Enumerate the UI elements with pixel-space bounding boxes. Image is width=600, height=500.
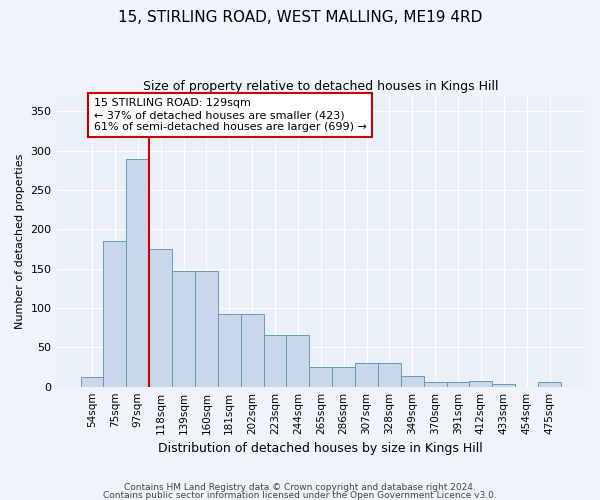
Bar xyxy=(103,241,127,386)
Y-axis label: Number of detached properties: Number of detached properties xyxy=(15,154,25,329)
Bar xyxy=(172,271,195,386)
Bar xyxy=(469,381,493,386)
Title: Size of property relative to detached houses in Kings Hill: Size of property relative to detached ho… xyxy=(143,80,499,93)
Bar xyxy=(355,363,378,386)
Text: Contains HM Land Registry data © Crown copyright and database right 2024.: Contains HM Land Registry data © Crown c… xyxy=(124,484,476,492)
Bar xyxy=(493,384,515,386)
Bar xyxy=(401,376,424,386)
Bar xyxy=(241,314,263,386)
Bar xyxy=(446,382,469,386)
Bar xyxy=(218,314,241,386)
Bar xyxy=(538,382,561,386)
X-axis label: Distribution of detached houses by size in Kings Hill: Distribution of detached houses by size … xyxy=(158,442,483,455)
Bar xyxy=(195,271,218,386)
Bar xyxy=(263,335,286,386)
Bar xyxy=(149,249,172,386)
Bar xyxy=(127,158,149,386)
Bar xyxy=(424,382,446,386)
Text: 15 STIRLING ROAD: 129sqm
← 37% of detached houses are smaller (423)
61% of semi-: 15 STIRLING ROAD: 129sqm ← 37% of detach… xyxy=(94,98,367,132)
Bar xyxy=(378,363,401,386)
Bar xyxy=(80,377,103,386)
Bar xyxy=(286,335,310,386)
Bar xyxy=(332,367,355,386)
Bar xyxy=(310,367,332,386)
Text: 15, STIRLING ROAD, WEST MALLING, ME19 4RD: 15, STIRLING ROAD, WEST MALLING, ME19 4R… xyxy=(118,10,482,25)
Text: Contains public sector information licensed under the Open Government Licence v3: Contains public sector information licen… xyxy=(103,491,497,500)
